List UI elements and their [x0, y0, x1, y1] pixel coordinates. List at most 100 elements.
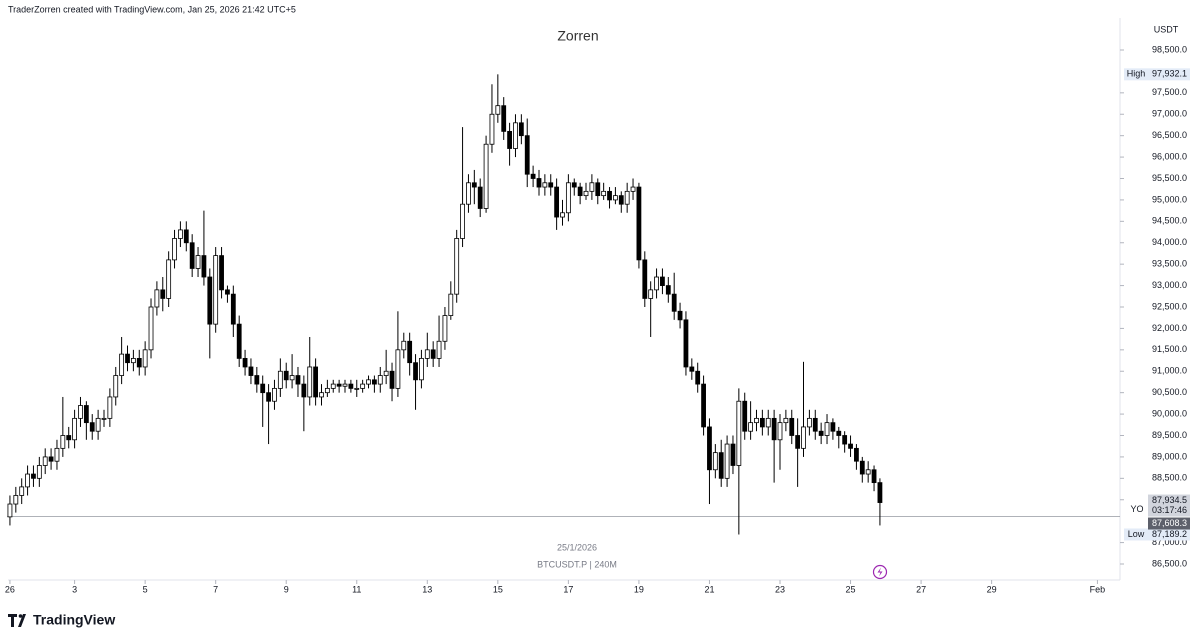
candle-body	[377, 375, 383, 385]
candle-body	[595, 182, 601, 197]
x-tick-label: 15	[493, 584, 503, 594]
watermark-date: 25/1/2026	[557, 542, 597, 552]
y-tick-label: 92,500.0	[1152, 301, 1187, 311]
high-value: 97,932.1	[1152, 69, 1187, 79]
candle-body	[195, 255, 201, 269]
candle-body	[189, 242, 195, 269]
candle-body	[148, 306, 154, 351]
candle-body	[301, 383, 307, 398]
candle-body	[454, 238, 460, 295]
candle-body	[695, 370, 701, 385]
candle-body	[795, 435, 801, 449]
candle-body	[560, 212, 565, 218]
candle-body	[677, 310, 683, 321]
alert-bolt[interactable]	[877, 567, 883, 577]
candle-body	[230, 293, 236, 325]
candle-body	[730, 443, 736, 466]
candle-body	[701, 383, 706, 428]
candle-body	[530, 173, 536, 179]
candle-body	[824, 422, 830, 436]
candle-body	[736, 400, 742, 466]
candle-body	[242, 357, 248, 368]
candle-body	[765, 417, 771, 428]
candle-body	[536, 178, 542, 188]
high-name-box	[1124, 68, 1148, 81]
candle-body	[42, 456, 48, 466]
candle-body	[524, 135, 530, 175]
low-name: Low	[1128, 529, 1145, 539]
candle-body	[307, 366, 313, 398]
candle-body	[642, 259, 648, 299]
logo-mark	[8, 614, 26, 627]
candle-body	[806, 417, 812, 428]
candle-body	[25, 473, 30, 488]
candle-body	[130, 357, 136, 364]
candle-body	[442, 315, 448, 342]
candle-body	[413, 362, 418, 381]
candle-body	[818, 430, 824, 436]
candle-body	[771, 417, 777, 441]
candle-body	[565, 182, 571, 214]
last-price-box	[1148, 494, 1190, 517]
candle-body	[89, 422, 95, 432]
y-tick-label: 92,000.0	[1152, 323, 1187, 333]
candle-body	[383, 370, 389, 376]
candle-body	[172, 238, 177, 261]
candle-body	[178, 229, 183, 239]
y-tick-label: 97,500.0	[1152, 87, 1187, 97]
candle-body	[548, 182, 554, 188]
candle-body	[671, 293, 677, 312]
x-tick-label: 9	[284, 584, 289, 594]
candle-body	[19, 486, 25, 496]
candle-body	[812, 417, 818, 432]
candle-body	[66, 435, 72, 441]
x-tick-label: 5	[143, 584, 148, 594]
candle-body	[342, 383, 348, 387]
candle-body	[201, 255, 207, 278]
candle-body	[136, 357, 142, 368]
candle-body	[36, 465, 42, 479]
alert-circle[interactable]	[872, 564, 888, 580]
candle-body	[266, 392, 271, 402]
x-tick-label: 13	[422, 584, 432, 594]
last-price: 87,934.5	[1152, 495, 1187, 505]
candle-body	[542, 182, 548, 188]
candle-body	[272, 387, 277, 402]
candle-body	[119, 353, 125, 376]
y-tick-label: 86,500.0	[1152, 558, 1187, 568]
y-tick-label: 94,000.0	[1152, 237, 1187, 247]
candle-body	[689, 366, 695, 372]
candle-body	[707, 426, 712, 471]
candle-body	[166, 259, 172, 299]
x-tick-label: Feb	[1090, 584, 1106, 594]
candle-body	[225, 289, 230, 295]
candle-body	[589, 182, 595, 192]
x-tick-label: 23	[775, 584, 785, 594]
candle-body	[830, 422, 836, 432]
candle-body	[583, 190, 589, 197]
logo: TradingView	[8, 612, 115, 628]
x-tick-label: 11	[352, 584, 361, 594]
y-tick-label: 93,500.0	[1152, 259, 1187, 269]
candle-body	[324, 387, 330, 394]
x-tick-label: 29	[987, 584, 997, 594]
currency: USDT	[1154, 24, 1179, 34]
candle-body	[160, 289, 166, 299]
low-value: 87,189.2	[1152, 529, 1187, 539]
candle-body	[836, 430, 842, 436]
candle-body	[877, 482, 883, 503]
candle-body	[289, 375, 295, 381]
logo-text: TradingView	[33, 612, 115, 628]
candle-body	[683, 319, 689, 368]
candle-body	[712, 452, 718, 471]
candle-body	[313, 366, 319, 398]
candle-body	[636, 186, 642, 261]
x-tick-label: 26	[5, 584, 15, 594]
x-tick-label: 21	[704, 584, 714, 594]
x-tick-label: 7	[213, 584, 218, 594]
candle-body	[865, 469, 871, 475]
candle-body	[483, 143, 489, 209]
candle-body	[871, 469, 877, 484]
chart-title: Zorren	[557, 28, 598, 44]
alert-icon[interactable]	[872, 564, 888, 580]
